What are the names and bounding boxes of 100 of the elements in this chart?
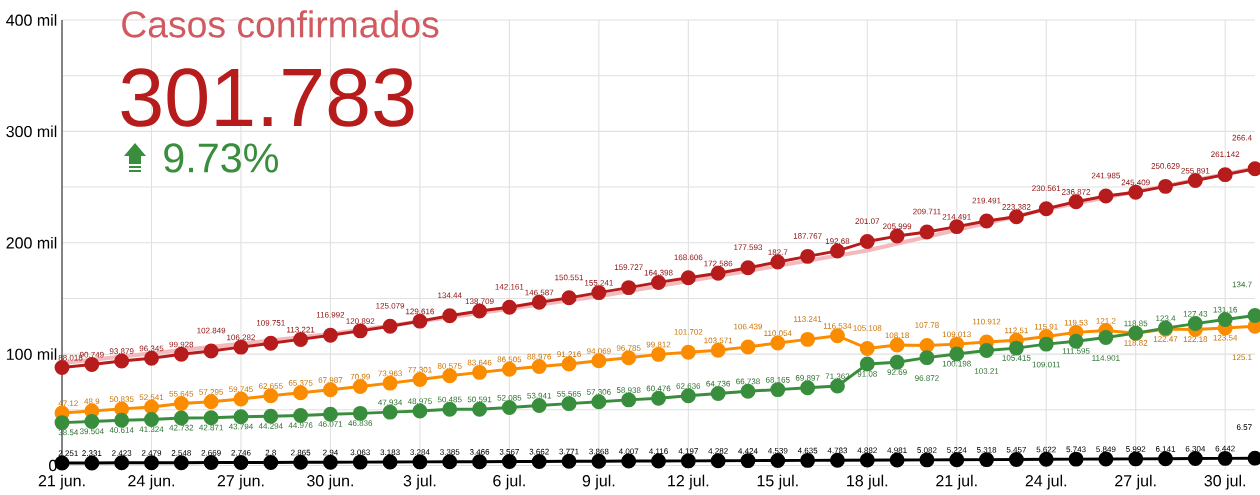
data-label: 102.849	[197, 327, 226, 334]
data-label: 209.711	[913, 208, 941, 215]
data-label: 261.142	[1211, 151, 1240, 158]
data-label: 96.872	[915, 375, 939, 381]
data-label: 68.165	[765, 377, 790, 383]
x-tick-label: 18 jul.	[847, 474, 888, 490]
data-label: 255.891	[1181, 167, 1210, 174]
data-label: 187.767	[793, 233, 822, 239]
data-label: 103.21	[974, 368, 999, 374]
data-label: 73.963	[378, 370, 402, 377]
annotation: 9.73%	[164, 143, 278, 173]
data-label: 109.751	[256, 320, 285, 326]
data-label: 4.424	[738, 448, 758, 454]
data-label: 62.636	[676, 383, 701, 389]
y-tick-label: 100 mil	[6, 348, 57, 361]
data-label: 2.331	[82, 450, 102, 457]
data-label: 93.879	[109, 348, 134, 355]
data-label: 125.1	[1232, 354, 1252, 361]
data-label: 159.727	[614, 264, 643, 271]
data-label: 142.161	[495, 283, 524, 290]
data-label: 3.183	[380, 449, 400, 456]
data-label: 101.702	[674, 328, 703, 335]
data-label: 110.054	[764, 330, 792, 337]
data-label: 164.398	[644, 269, 673, 276]
data-label: 50.591	[467, 396, 492, 403]
data-label: 43.794	[228, 423, 253, 430]
data-label: 168.606	[674, 254, 703, 261]
data-label: 44.294	[258, 423, 283, 429]
data-label: 91.08	[857, 371, 877, 377]
data-label: 120.892	[346, 318, 375, 324]
data-label: 6.57	[1236, 424, 1252, 430]
data-label: 125.079	[376, 302, 405, 309]
data-label: 2.669	[201, 449, 221, 456]
data-label: 3.868	[589, 448, 609, 455]
data-label: 5.992	[1126, 446, 1146, 452]
data-label: 3.771	[559, 448, 579, 455]
data-label: 150.551	[555, 274, 584, 281]
data-label: 230.561	[1032, 185, 1061, 192]
data-label: 3.284	[410, 449, 430, 455]
data-label: 4.539	[767, 447, 788, 454]
x-tick-label: 24 jul.	[1025, 474, 1067, 490]
data-label: 60.476	[646, 385, 671, 392]
data-label: 47.12	[58, 400, 78, 407]
data-label: 5.457	[1006, 446, 1027, 453]
data-label: 113.221	[287, 326, 315, 333]
data-label: 62.655	[258, 383, 283, 389]
x-tick-label: 27 jul.	[1115, 474, 1156, 490]
data-label: 4.882	[857, 447, 877, 454]
data-label: 103.571	[704, 337, 733, 344]
data-label: 131.16	[1213, 306, 1238, 313]
data-label: 116.534	[823, 323, 852, 329]
data-label: 53.941	[527, 392, 552, 399]
data-label: 182.7	[768, 249, 788, 256]
data-label: 50.835	[109, 396, 134, 402]
data-label: 118.85	[1124, 320, 1148, 327]
data-label: 99.812	[646, 341, 671, 348]
data-label: 4.282	[708, 448, 728, 454]
data-label: 6.442	[1215, 445, 1235, 452]
data-label: 57.306	[586, 389, 611, 395]
data-label: 46.071	[318, 421, 343, 427]
data-label: 3.466	[469, 449, 490, 455]
x-tick-label: 3 jul.	[403, 474, 436, 490]
x-tick-label: 6 jul.	[493, 474, 525, 490]
data-label: 69.897	[795, 375, 820, 381]
chart-title: Casos confirmados	[122, 10, 439, 38]
data-label: 70.99	[350, 373, 370, 380]
y-tick-label: 300 mil	[6, 125, 57, 138]
data-label: 201.07	[855, 218, 880, 224]
data-label: 4.635	[797, 447, 818, 454]
data-label: 59.745	[229, 386, 253, 393]
data-label: 44.976	[288, 422, 313, 429]
data-label: 107.78	[915, 322, 939, 328]
data-label: 5.849	[1096, 446, 1116, 453]
data-label: 48.9	[84, 398, 100, 405]
data-label: 86.505	[497, 356, 522, 363]
data-label: 2.423	[112, 450, 132, 456]
data-label: 105.108	[853, 325, 882, 331]
data-label: 108.18	[885, 332, 909, 339]
data-label: 250.629	[1151, 163, 1180, 169]
data-label: 6.304	[1185, 445, 1206, 452]
data-label: 4.981	[887, 447, 907, 454]
data-label: 5.318	[976, 447, 997, 453]
x-tick-label: 30 jul.	[1204, 474, 1246, 490]
data-label: 123.4	[1156, 315, 1176, 322]
data-label: 55.645	[169, 390, 194, 397]
x-tick-label: 24 jun.	[128, 474, 175, 490]
y-tick-label: 200 mil	[6, 236, 57, 249]
data-label: 94.069	[587, 348, 611, 354]
data-label: 52.541	[139, 394, 164, 401]
x-tick-label: 12 jul.	[668, 474, 709, 490]
data-label: 57.295	[199, 389, 224, 395]
data-label: 64.736	[706, 380, 731, 387]
data-label: 192.68	[825, 238, 850, 244]
data-label: 112.51	[1005, 327, 1028, 334]
data-label: 83.646	[467, 359, 492, 366]
data-label: 46.836	[348, 420, 373, 426]
data-label: 5.224	[947, 447, 967, 453]
data-label: 92.69	[887, 369, 907, 375]
data-label: 2.251	[58, 450, 78, 457]
data-label: 42.871	[199, 424, 223, 431]
